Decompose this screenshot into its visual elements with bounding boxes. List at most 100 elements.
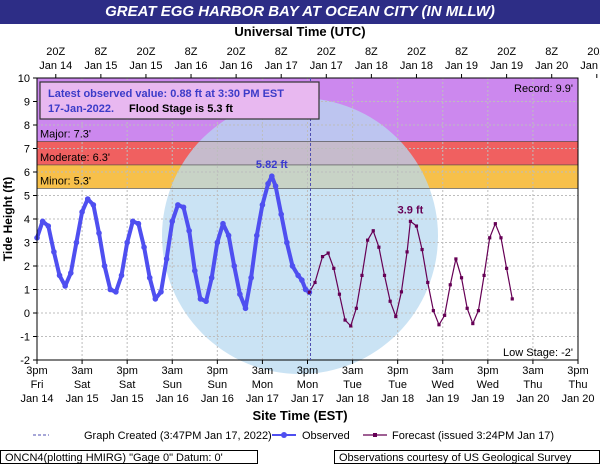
y-tick-label: 4 <box>24 214 30 226</box>
observed-point <box>231 263 238 269</box>
forecast-point <box>377 245 381 249</box>
observed-point <box>186 227 192 234</box>
low-stage-label: Low Stage: -2' <box>503 347 573 359</box>
top-tick-label: 20Z <box>407 46 426 58</box>
observed-point <box>135 220 142 227</box>
forecast-point <box>459 276 464 280</box>
top-tick-date: Jan 18 <box>400 60 433 72</box>
observed-point <box>197 296 204 302</box>
threshold-label: Minor: 5.3' <box>40 175 91 187</box>
info-box <box>39 81 320 120</box>
bottom-tick-label: 3pm <box>116 365 137 377</box>
forecast-point <box>332 266 336 270</box>
forecast-point <box>443 313 447 317</box>
observed-point <box>152 296 159 302</box>
bottom-tick-date: Jan 16 <box>156 393 189 405</box>
observed-point <box>84 196 91 202</box>
forecast-point <box>505 266 509 270</box>
observed-point <box>269 173 275 180</box>
bottom-tick-date: Jan 15 <box>66 393 99 405</box>
info-line-1: Latest observed value: 0.88 ft at 3:30 P… <box>48 88 284 100</box>
observed-point <box>118 272 125 279</box>
forecast-point <box>405 250 409 254</box>
top-tick-date: Jan 15 <box>129 60 162 72</box>
bottom-tick-date: Jan 20 <box>561 393 594 405</box>
bottom-tick-date: Jan 16 <box>201 393 234 405</box>
observed-point <box>284 239 290 246</box>
y-tick-label: 8 <box>24 120 30 132</box>
chart-title: GREAT EGG HARBOR BAY AT OCEAN CITY (IN M… <box>0 0 600 24</box>
bottom-tick-label: 3am <box>432 365 453 377</box>
observed-point <box>90 202 97 208</box>
observed-point <box>62 283 68 289</box>
legend-forecast-label: Forecast (issued 3:24PM Jan 17) <box>392 430 554 442</box>
forecast-point <box>488 236 492 240</box>
top-tick-date: Jan 20 <box>535 60 568 72</box>
bottom-tick-label: 3am <box>342 365 363 377</box>
forecast-point <box>354 306 358 310</box>
observed-point <box>79 209 85 215</box>
tide-chart: Major: 7.3' Moderate: 6.3' Minor: 5.3' -2 -… <box>1 24 600 442</box>
forecast-point <box>437 323 441 327</box>
observed-point <box>299 277 305 283</box>
forecast-point <box>482 273 486 277</box>
observed-point <box>180 204 187 211</box>
observed-point <box>45 223 52 229</box>
observed-point <box>220 220 226 227</box>
forecast-point <box>414 224 419 228</box>
forecast-point <box>382 273 387 277</box>
forecast-point <box>394 314 398 319</box>
top-tick-date: Jan 19 <box>445 60 478 72</box>
y-tick-label: 10 <box>18 73 30 85</box>
bottom-tick-label: 3pm <box>477 365 498 377</box>
observed-point <box>191 267 198 274</box>
top-tick-label: 8Z <box>365 46 378 58</box>
peak-label: 3.9 ft <box>398 204 424 216</box>
bottom-tick-day: Mon <box>252 379 273 391</box>
y-tick-label: 3 <box>24 238 30 250</box>
bottom-tick-day: Thu <box>523 379 542 391</box>
forecast-point <box>420 247 424 252</box>
observed-point <box>253 232 260 239</box>
forecast-point <box>431 309 435 313</box>
bottom-tick-day: Tue <box>388 379 407 391</box>
bottom-tick-date: Jan 19 <box>471 393 504 405</box>
forecast-point <box>337 292 342 296</box>
observed-point <box>237 291 243 298</box>
forecast-point <box>371 229 375 233</box>
observed-point <box>214 239 221 246</box>
info-line-2-flood: Flood Stage is 5.3 ft <box>129 103 233 115</box>
bottom-tick-day: Tue <box>343 379 362 391</box>
threshold-label: Major: 7.3' <box>40 128 91 140</box>
bottom-tick-label: 3am <box>522 365 543 377</box>
observed-point <box>113 289 119 295</box>
observed-point <box>242 305 249 312</box>
observed-point <box>272 183 279 189</box>
bottom-tick-day: Sat <box>74 379 91 391</box>
bottom-tick-date: Jan 17 <box>246 393 279 405</box>
y-tick-label: 1 <box>24 285 30 297</box>
bottom-tick-day: Mon <box>297 379 318 391</box>
bottom-tick-label: 3am <box>162 365 183 377</box>
forecast-point <box>326 251 330 255</box>
top-tick-label: 20Z <box>317 46 336 58</box>
top-tick-label: 8Z <box>455 46 468 58</box>
forecast-point <box>313 280 317 285</box>
bottom-tick-label: 3am <box>71 365 92 377</box>
top-tick-label: 8Z <box>185 46 198 58</box>
forecast-point <box>448 283 452 287</box>
bottom-tick-date: Jan 18 <box>381 393 414 405</box>
forecast-point <box>360 273 364 277</box>
bottom-tick-date: Jan 17 <box>291 393 324 405</box>
observed-point <box>295 272 301 279</box>
observed-point <box>289 263 296 269</box>
top-tick-date: Jan 20 <box>580 60 600 72</box>
bottom-tick-day: Fri <box>31 379 44 391</box>
observed-point <box>259 202 266 208</box>
forecast-point <box>307 290 311 294</box>
observed-point <box>73 239 80 246</box>
observed-point <box>39 218 46 225</box>
bottom-tick-date: Jan 20 <box>516 393 549 405</box>
forecast-point <box>426 280 430 285</box>
observed-point <box>163 256 170 262</box>
